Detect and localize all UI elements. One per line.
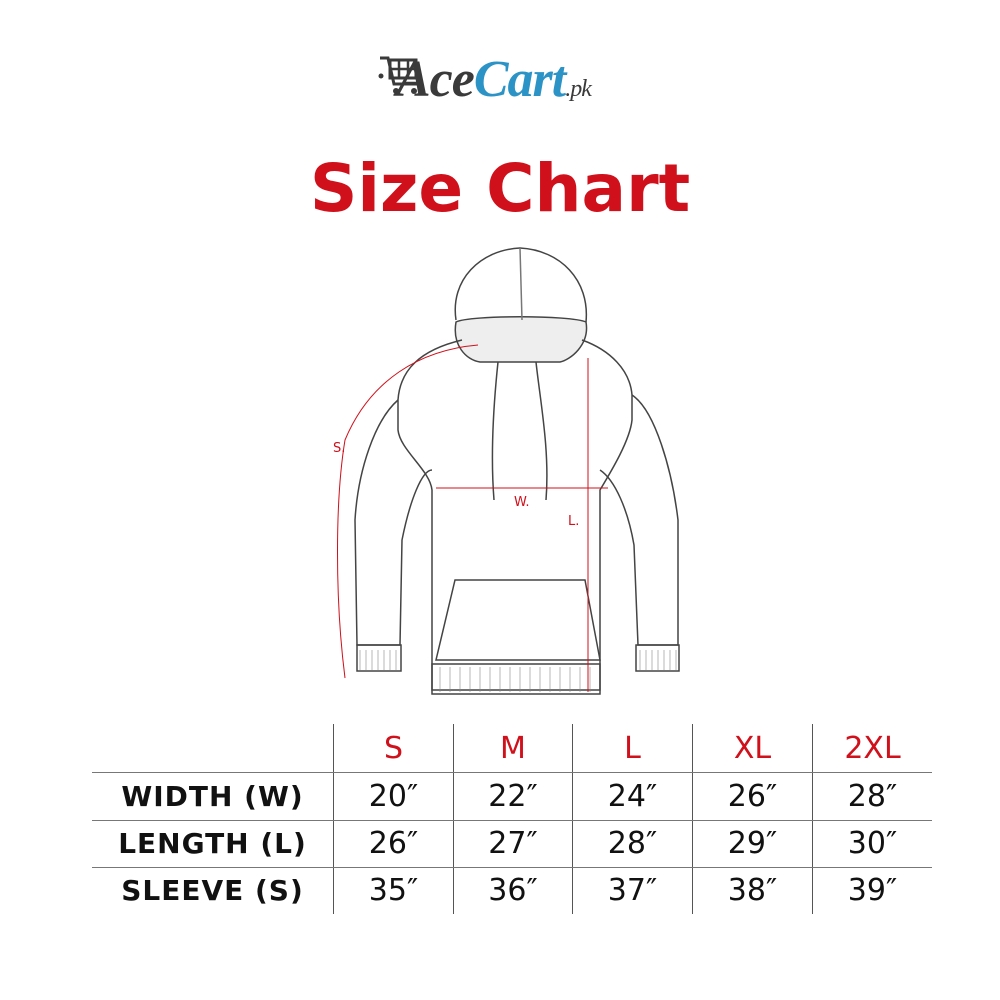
table-cell: 37″ bbox=[607, 873, 658, 908]
table-cell: 36″ bbox=[488, 873, 538, 908]
acecart-logo: AceCart.pk bbox=[378, 48, 668, 118]
shopping-cart-icon bbox=[378, 56, 418, 94]
size-header-s: S bbox=[383, 731, 404, 766]
size-header-l: L bbox=[624, 731, 641, 766]
table-cell: 26″ bbox=[727, 779, 778, 814]
size-header-xl: XL bbox=[733, 731, 772, 766]
size-header-2xl: 2XL bbox=[844, 731, 901, 766]
size-table: S M L XL 2XL WIDTH (W) 20″ 22″ 24″ 26″ 2… bbox=[92, 724, 932, 916]
sleeve-label: S. bbox=[333, 441, 345, 456]
table-cell: 22″ bbox=[488, 779, 538, 814]
table-cell: 28″ bbox=[847, 779, 898, 814]
page-title: Size Chart bbox=[309, 150, 691, 227]
table-cell: 20″ bbox=[368, 779, 419, 814]
table-cell: 29″ bbox=[727, 826, 778, 861]
table-cell: 35″ bbox=[368, 873, 419, 908]
size-header-m: M bbox=[500, 731, 526, 766]
row-label-length: LENGTH (L) bbox=[118, 827, 307, 860]
table-cell: 28″ bbox=[607, 826, 658, 861]
table-cell: 38″ bbox=[727, 873, 778, 908]
table-cell: 30″ bbox=[847, 826, 898, 861]
row-label-width: WIDTH (W) bbox=[121, 780, 304, 813]
logo-pk: .pk bbox=[565, 76, 592, 102]
hoodie-diagram: S. W. L. bbox=[333, 247, 680, 695]
width-label: W. bbox=[514, 495, 530, 510]
table-cell: 27″ bbox=[488, 826, 538, 861]
length-label: L. bbox=[568, 514, 579, 529]
row-label-sleeve: SLEEVE (S) bbox=[121, 874, 304, 907]
table-cell: 26″ bbox=[368, 826, 419, 861]
table-cell: 24″ bbox=[607, 779, 658, 814]
logo-cart: Cart bbox=[473, 51, 566, 108]
logo-ace: Ace bbox=[396, 51, 475, 108]
table-cell: 39″ bbox=[847, 873, 898, 908]
